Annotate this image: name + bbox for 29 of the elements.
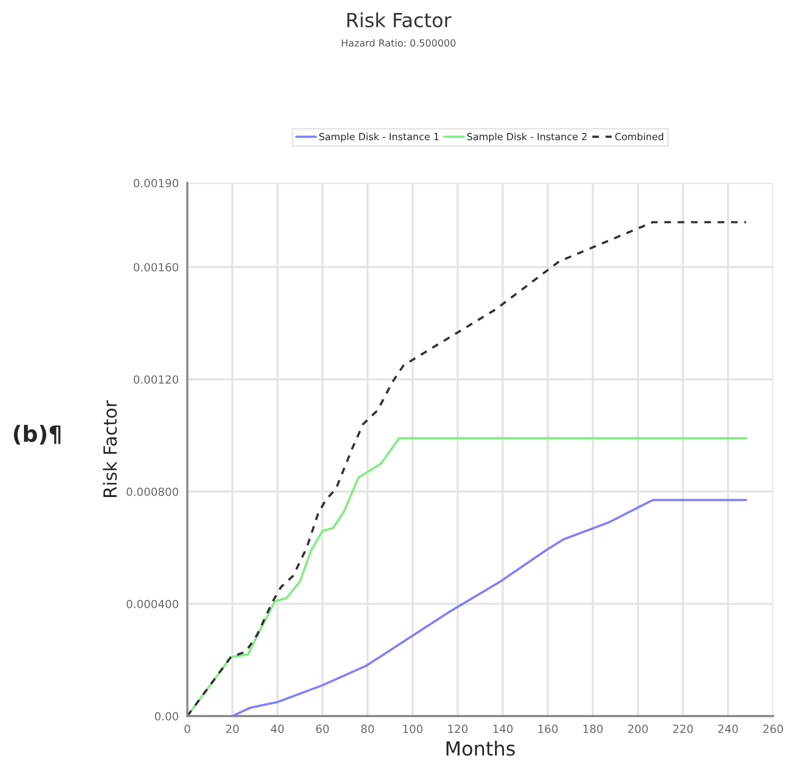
x-tick-label: 200 [628, 724, 648, 734]
y-tick-label: 0.00190 [134, 178, 178, 188]
y-tick-label: 0.00160 [134, 263, 178, 272]
legend-label: Combined [615, 132, 664, 140]
y-tick-label: 0.000400 [126, 600, 178, 608]
x-tick-label: 100 [403, 724, 422, 734]
x-tick-label: 140 [493, 724, 513, 734]
chart-subtitle: Hazard Ratio: 0.500000 [342, 39, 456, 47]
x-tick-label: 80 [361, 724, 374, 734]
y-axis-title: Risk Factor [102, 400, 117, 497]
text: (b)¶ [14, 424, 60, 445]
x-tick-label: 220 [673, 724, 693, 734]
chart-title: Risk Factor [347, 12, 452, 28]
x-tick-label: 160 [538, 724, 558, 734]
x-tick-label: 180 [583, 724, 603, 734]
legend-label: Sample Disk - Instance 1 [319, 132, 439, 142]
x-tick-label: 240 [718, 724, 738, 734]
x-tick-label: 20 [226, 724, 239, 734]
y-tick-label: 0.00 [154, 712, 178, 720]
y-tick-label: 0.00120 [134, 375, 178, 384]
x-tick-label: 60 [316, 724, 329, 734]
legend-label: Sample Disk - Instance 2 [467, 132, 586, 142]
x-tick-label: 260 [763, 724, 783, 734]
y-tick-label: 0.000800 [126, 488, 178, 496]
x-tick-label: 0 [184, 724, 190, 734]
line-series [187, 221, 748, 716]
x-axis-title: Months [446, 740, 515, 756]
x-tick-label: 120 [448, 724, 468, 734]
x-tick-label: 40 [270, 724, 284, 734]
